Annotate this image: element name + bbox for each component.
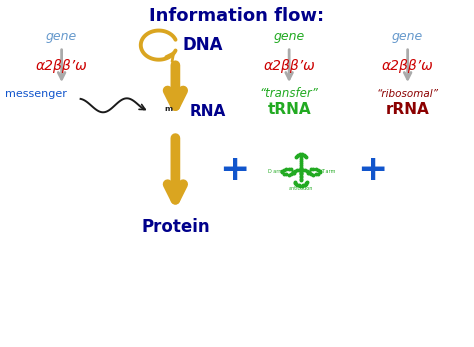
Text: messenger: messenger <box>5 89 66 99</box>
Text: gene: gene <box>392 30 423 43</box>
Text: DNA: DNA <box>182 36 223 54</box>
Text: α2ββ’ω: α2ββ’ω <box>382 59 434 73</box>
Text: D arm: D arm <box>268 169 283 174</box>
Text: “transfer”: “transfer” <box>260 87 319 100</box>
Text: +: + <box>219 153 250 187</box>
Text: gene: gene <box>273 30 305 43</box>
Text: ᵐ: ᵐ <box>164 105 173 118</box>
Text: rRNA: rRNA <box>386 102 429 117</box>
Text: α2ββ’ω: α2ββ’ω <box>36 59 88 73</box>
Text: +: + <box>357 153 387 187</box>
Text: anticodon: anticodon <box>289 186 313 191</box>
Text: gene: gene <box>46 30 77 43</box>
Text: Protein: Protein <box>141 218 210 236</box>
Text: α2ββ’ω: α2ββ’ω <box>263 59 315 73</box>
Text: tRNA: tRNA <box>267 102 311 117</box>
Text: RNA: RNA <box>190 104 226 119</box>
Text: Information flow:: Information flow: <box>149 7 325 25</box>
Text: T arm: T arm <box>320 169 335 174</box>
Text: “ribosomal”: “ribosomal” <box>377 89 438 99</box>
